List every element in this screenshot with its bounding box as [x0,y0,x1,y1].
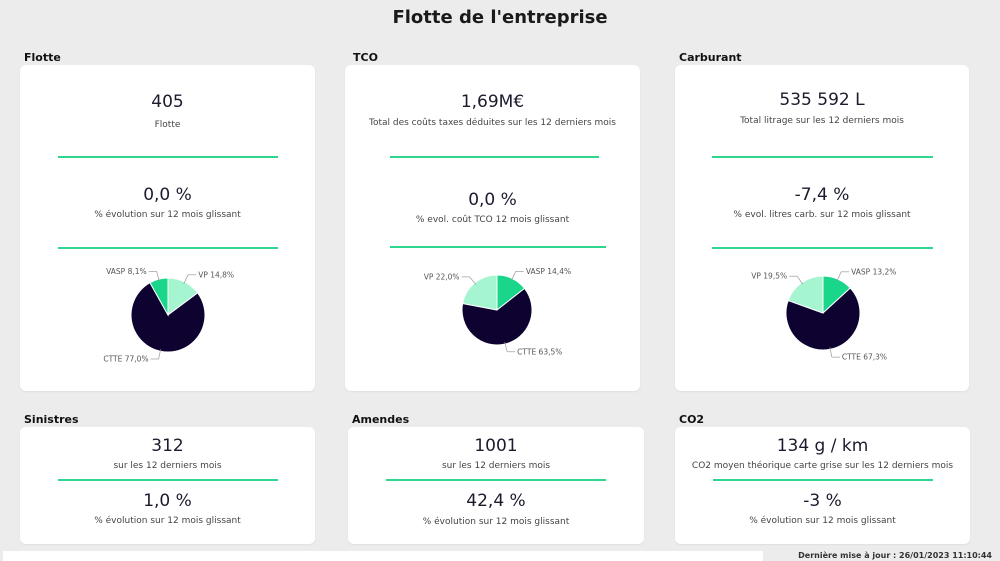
divider [390,246,606,248]
kpi-caption-sinistres: sur les 12 derniers mois [113,461,222,471]
divider [58,156,278,158]
section-label-flotte: Flotte [24,51,61,64]
kpi-value-tco: 1,69M€ [460,92,525,112]
pie-leader-line [829,347,833,358]
divider [58,247,278,249]
kpi-change-flotte: 0,0 % [143,185,192,205]
card-sinistres: 312 sur les 12 derniers mois 1,0 % % évo… [20,427,315,544]
kpi-value-carburant: 535 592 L [779,90,865,110]
section-label-tco: TCO [353,51,378,64]
card-amendes: 1001 sur les 12 derniers mois 42,4 % % é… [348,427,644,544]
pie-slice-label: VASP 8,1% [106,267,147,276]
pie-chart-tco: VASP 14,4% CTTE 63,5% VP 22,0% [424,267,571,356]
card-co2: 134 g / km CO2 moyen théorique carte gri… [675,427,970,544]
pie-slice-label: CTTE 63,5% [517,347,562,356]
pie-slice-label: VP 22,0% [424,272,460,281]
kpi-change-caption-co2: % évolution sur 12 mois glissant [749,516,896,526]
kpi-value-sinistres: 312 [151,436,184,456]
kpi-value-co2: 134 g / km [776,436,869,456]
pie-chart-flotte: VP 14,8% CTTE 77,0% VASP 8,1% [103,267,234,364]
pie-chart-carburant: VASP 13,2% CTTE 67,3% VP 19,5% [751,267,896,362]
pie-leader-line [796,275,804,285]
pie-slice-label: CTTE 67,3% [842,353,887,362]
pie-slice-label: CTTE 77,0% [103,355,148,364]
kpi-change-sinistres: 1,0 % [143,491,192,511]
pie-leader-line [504,341,508,352]
kpi-change-caption-carburant: % evol. litres carb. sur 12 mois glissan… [733,210,911,220]
kpi-caption-carburant: Total litrage sur les 12 derniers mois [740,116,904,126]
kpi-change-caption-tco: % evol. coût TCO 12 mois glissant [415,215,570,225]
pie-slice-label: VASP 14,4% [526,267,571,276]
pie-slice-label: VP 14,8% [198,270,234,279]
pie-slice-label: VASP 13,2% [851,267,896,276]
kpi-caption-co2: CO2 moyen théorique carte grise sur les … [691,461,954,471]
section-label-amendes: Amendes [352,413,410,426]
page-title: Flotte de l'entreprise [392,7,608,28]
kpi-caption-amendes: sur les 12 derniers mois [441,461,551,471]
kpi-change-tco: 0,0 % [468,190,517,210]
pie-leader-line [469,276,477,285]
pie-slice [462,274,498,311]
kpi-change-caption-amendes: % évolution sur 12 mois glissant [422,517,570,527]
section-label-sinistres: Sinistres [24,413,79,426]
kpi-change-caption-flotte: % évolution sur 12 mois glissant [94,210,241,220]
card-carburant: 535 592 L Total litrage sur les 12 derni… [675,65,969,391]
kpi-change-carburant: -7,4 % [794,185,850,205]
divider [58,479,278,481]
kpi-caption-flotte: Flotte [154,120,181,130]
last-update-label: Dernière mise à jour : 26/01/2023 11:10:… [798,551,992,560]
pie-leader-line [156,271,160,282]
pie-leader-line [836,271,842,282]
divider [390,156,599,158]
kpi-value-amendes: 1001 [474,436,518,456]
kpi-change-caption-sinistres: % évolution sur 12 mois glissant [94,516,241,526]
section-label-co2: CO2 [679,413,705,426]
kpi-change-co2: -3 % [803,491,842,511]
divider [712,156,933,158]
pie-leader-line [183,274,189,284]
divider [713,479,933,481]
kpi-caption-tco: Total des coûts taxes déduites sur les 1… [369,118,616,128]
section-label-carburant: Carburant [679,51,742,64]
kpi-value-flotte: 405 [151,92,184,112]
pie-leader-line [511,271,517,281]
pie-leader-line [158,349,162,360]
divider [712,247,933,249]
bottom-strip [3,551,763,561]
card-flotte: 405 Flotte 0,0 % % évolution sur 12 mois… [20,65,315,391]
kpi-change-amendes: 42,4 % [466,491,526,511]
pie-slice-label: VP 19,5% [751,272,787,281]
divider [386,479,606,481]
card-tco: 1,69M€ Total des coûts taxes déduites su… [345,65,640,391]
